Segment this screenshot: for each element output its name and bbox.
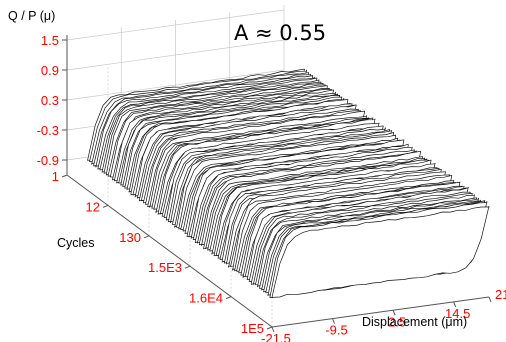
- y-axis-line: [66, 174, 273, 328]
- z-tick-label-0: 1.5: [41, 33, 59, 48]
- x-tick-label-4: 21.5: [495, 287, 506, 302]
- z-tick-label-3: -0.3: [37, 123, 59, 138]
- z-tick-label-4: -0.9: [37, 153, 59, 168]
- y-tick-label-4: 1.6E4: [189, 291, 223, 306]
- y-tick-mark-0: [61, 174, 68, 178]
- y-tick-label-2: 130: [119, 230, 141, 245]
- z-axis-label: Q / P (μ): [8, 9, 55, 23]
- z-tick-label-1: 0.9: [41, 63, 59, 78]
- y-tick-mark-5: [266, 326, 273, 330]
- x-tick-label-3: 14.5: [445, 306, 470, 321]
- y-axis-label: Cycles: [57, 236, 95, 250]
- y-tick-mark-1: [102, 204, 109, 208]
- axes: [66, 35, 490, 328]
- tick-labels: 1.5 0.9 0.3 -0.3 -0.91 12 130 1.5E3 1.6E4 1E5-21.…: [37, 33, 506, 342]
- y-tick-label-1: 12: [86, 199, 100, 214]
- x-tick-mark-4: [488, 296, 492, 303]
- y-tick-label-3: 1.5E3: [148, 260, 182, 275]
- y-tick-mark-2: [143, 235, 150, 239]
- y-tick-mark-3: [184, 265, 191, 269]
- x-tick-label-1: -9.5: [325, 323, 347, 338]
- x-tick-label-2: 2.5: [388, 314, 406, 329]
- annotation-label: A ≈ 0.55: [234, 21, 326, 45]
- x-axis-line: [271, 296, 490, 328]
- y-tick-label-5: 1E5: [241, 321, 264, 336]
- z-tick-label-2: 0.3: [41, 93, 59, 108]
- friction-loop-89: [271, 206, 490, 298]
- x-tick-mark-0: [271, 326, 275, 333]
- y-tick-mark-4: [225, 296, 232, 300]
- x-tick-label-0: -21.5: [261, 331, 291, 342]
- x-tick-mark-2: [392, 310, 396, 316]
- x-tick-mark-1: [332, 318, 336, 324]
- y-tick-label-0: 1: [52, 169, 59, 184]
- friction-loops: [87, 68, 490, 299]
- x-tick-mark-3: [453, 301, 457, 308]
- x-axis-label: Displacement (μm): [362, 315, 467, 329]
